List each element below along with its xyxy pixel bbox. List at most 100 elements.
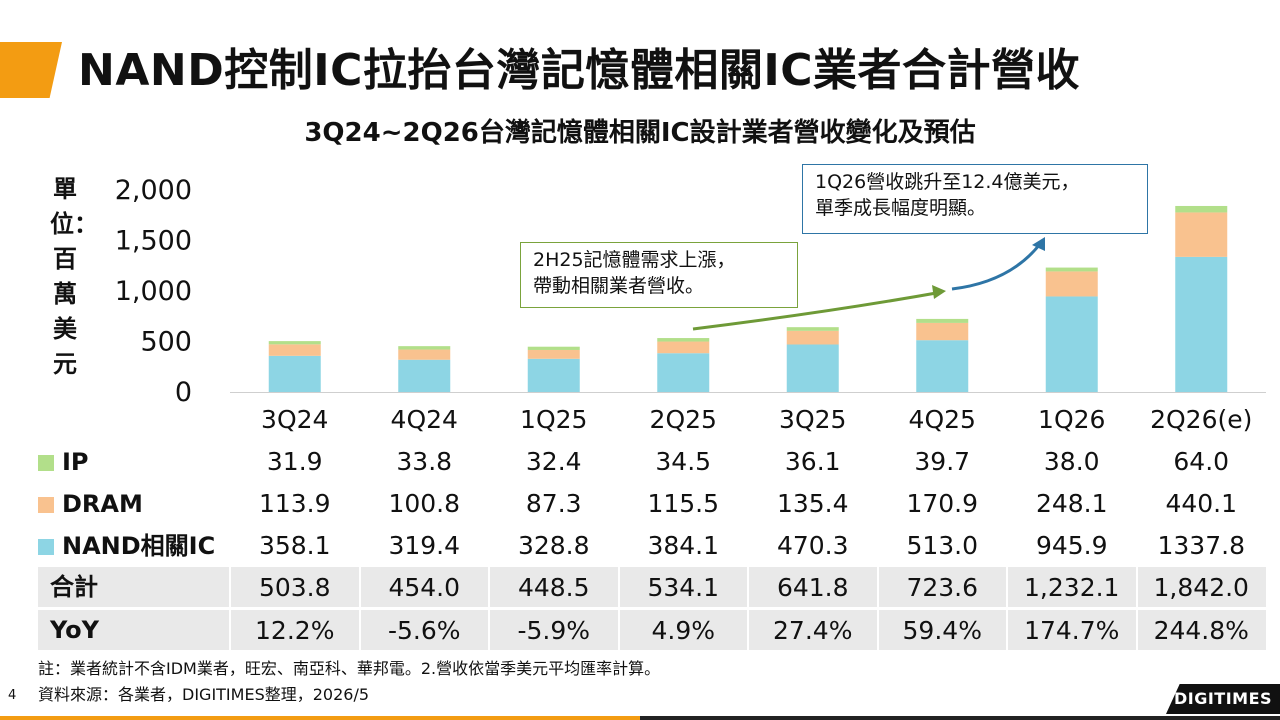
y-tick-label: 2,000 (115, 175, 192, 206)
bar-segment-dram (786, 330, 839, 345)
x-tick-label: 1Q26 (1038, 405, 1105, 434)
page-title: NAND控制IC拉抬台灣記憶體相關IC業者合計營收 (78, 45, 1081, 96)
band-separator (1006, 567, 1008, 607)
table-cell-yoy: 4.9% (651, 616, 715, 645)
y-axis-unit-label: 單位：百萬美元 (50, 175, 98, 378)
table-cell-nand: 319.4 (388, 531, 461, 560)
band-separator (617, 567, 620, 607)
table-cell-yoy: 27.4% (773, 616, 853, 645)
total-row-band (38, 567, 1266, 607)
legend-dram: DRAM (38, 483, 268, 525)
table-cell-total: 448.5 (517, 573, 590, 602)
y-tick-label: 0 (175, 377, 192, 408)
table-cell-nand: 1337.8 (1157, 531, 1245, 560)
table-cell-ip: 33.8 (396, 447, 453, 476)
table-cell-nand: 513.0 (906, 531, 979, 560)
table-cell-yoy: 244.8% (1153, 616, 1249, 645)
legend-dram-swatch (38, 497, 54, 513)
yoy-row-label: YoY (50, 616, 100, 644)
band-separator (876, 567, 879, 607)
x-tick-label: 3Q24 (261, 405, 328, 434)
legend-nand: NAND相關IC (38, 525, 268, 567)
bottom-dark-rule (640, 716, 1280, 720)
table-cell-total: 1,842.0 (1153, 573, 1249, 602)
bar-segment-ip (527, 346, 580, 350)
table-cell-yoy: 59.4% (902, 616, 982, 645)
table-cell-ip: 39.7 (914, 447, 971, 476)
table-cell-dram: 115.5 (647, 489, 720, 518)
annotation-1q26-line1: 1Q26營收跳升至12.4億美元， (815, 171, 1080, 193)
bar-segment-dram (1175, 212, 1228, 257)
chart-title: 3Q24~2Q26台灣記憶體相關IC設計業者營收變化及預估 (304, 118, 976, 148)
bar-segment-ip (657, 338, 710, 342)
total-row-label: 合計 (50, 573, 98, 601)
table-cell-ip: 36.1 (784, 447, 841, 476)
band-separator (358, 567, 361, 607)
table-cell-yoy: -5.6% (387, 616, 461, 645)
annotation-2h25: 2H25記憶體需求上漲， 帶動相關業者營收。 (520, 242, 798, 308)
annotation-1q26-line2: 單季成長幅度明顯。 (815, 197, 987, 219)
band-separator (488, 610, 490, 650)
y-tick-label: 1,000 (115, 276, 192, 307)
table-cell-ip: 32.4 (525, 447, 582, 476)
table-cell-dram: 440.1 (1165, 489, 1238, 518)
bar-segment-ip (1045, 267, 1098, 272)
table-cell-yoy: 174.7% (1024, 616, 1120, 645)
legend-ip: IP (38, 441, 268, 483)
footnote-note: 註：業者統計不含IDM業者，旺宏、南亞科、華邦電。2.營收依當季美元平均匯率計算… (38, 659, 661, 678)
annotation-arrowhead-1q26 (1032, 237, 1045, 251)
legend-ip-label: IP (62, 448, 89, 476)
band-separator (876, 610, 879, 650)
table-cell-ip: 31.9 (266, 447, 323, 476)
band-separator (488, 567, 490, 607)
table-cell-total: 1,232.1 (1024, 573, 1120, 602)
legend-dram-label: DRAM (62, 490, 143, 518)
bottom-accent-rule (0, 716, 640, 720)
footnote-source: 資料來源：各業者，DIGITIMES整理，2026/5 (38, 685, 370, 704)
table-cell-dram: 248.1 (1035, 489, 1108, 518)
band-separator (617, 610, 620, 650)
yoy-row-band (38, 610, 1266, 650)
annotation-arrow-1q26 (951, 243, 1042, 291)
table-cell-yoy: 12.2% (255, 616, 335, 645)
legend-nand-label: NAND相關IC (62, 532, 216, 560)
y-tick-label: 1,500 (115, 226, 192, 257)
bar-segment-nand (1175, 256, 1228, 392)
table-cell-dram: 113.9 (258, 489, 331, 518)
band-separator (358, 610, 361, 650)
bar-segment-dram (268, 344, 321, 356)
stacked-bar-chart: 2,000 1,500 1,000 500 0 3Q24 4Q24 1Q25 2Q25 3Q25 4… (115, 175, 1266, 434)
table-cell-total: 723.6 (906, 573, 979, 602)
bar-segment-ip (916, 318, 969, 323)
table-cell-nand: 358.1 (258, 531, 331, 560)
bar-segment-dram (657, 341, 710, 354)
band-separator (747, 567, 749, 607)
bar-segment-nand (916, 340, 969, 392)
annotation-2h25-line1: 2H25記憶體需求上漲， (533, 249, 736, 271)
table-cell-total: 454.0 (388, 573, 461, 602)
bar-segment-dram (527, 349, 580, 359)
band-separator (229, 610, 231, 650)
band-separator (1135, 567, 1138, 607)
y-tick-label: 500 (140, 327, 192, 358)
page-number: 4 (8, 688, 17, 703)
x-tick-label: 4Q24 (391, 405, 458, 434)
table-cell-dram: 170.9 (906, 489, 979, 518)
annotation-1q26: 1Q26營收跳升至12.4億美元， 單季成長幅度明顯。 (802, 164, 1148, 234)
bar-segment-dram (916, 322, 969, 341)
table-cell-nand: 328.8 (517, 531, 590, 560)
table-cell-nand: 384.1 (647, 531, 720, 560)
bar-segment-nand (398, 359, 451, 392)
annotation-2h25-line2: 帶動相關業者營收。 (533, 275, 705, 297)
table-cell-nand: 945.9 (1035, 531, 1108, 560)
table-cell-ip: 64.0 (1173, 447, 1230, 476)
table-cell-dram: 135.4 (776, 489, 849, 518)
band-separator (1006, 610, 1008, 650)
brand-logo: DIGITIMES (1166, 684, 1280, 714)
x-tick-label: 2Q25 (650, 405, 717, 434)
band-separator (747, 610, 749, 650)
table-cell-dram: 100.8 (388, 489, 461, 518)
band-separator (1135, 610, 1138, 650)
table-cell-nand: 470.3 (776, 531, 849, 560)
bar-segment-ip (398, 346, 451, 350)
